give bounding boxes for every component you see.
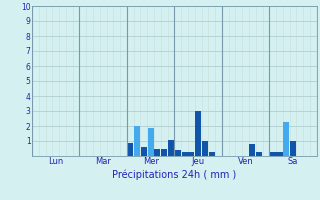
Bar xyxy=(127,143,133,156)
Bar xyxy=(188,152,195,156)
Bar xyxy=(154,148,161,156)
Bar xyxy=(256,152,262,156)
Bar xyxy=(290,141,296,156)
Bar xyxy=(249,144,255,156)
X-axis label: Précipitations 24h ( mm ): Précipitations 24h ( mm ) xyxy=(112,169,236,180)
Bar xyxy=(209,152,215,156)
Bar xyxy=(283,121,289,156)
Bar xyxy=(270,152,276,156)
Bar xyxy=(168,140,174,156)
Bar xyxy=(148,128,154,156)
Bar xyxy=(175,150,181,156)
Bar xyxy=(141,147,147,156)
Bar xyxy=(181,152,188,156)
Bar xyxy=(195,111,201,156)
Bar xyxy=(161,148,167,156)
Bar xyxy=(276,152,283,156)
Bar xyxy=(134,126,140,156)
Bar xyxy=(202,141,208,156)
